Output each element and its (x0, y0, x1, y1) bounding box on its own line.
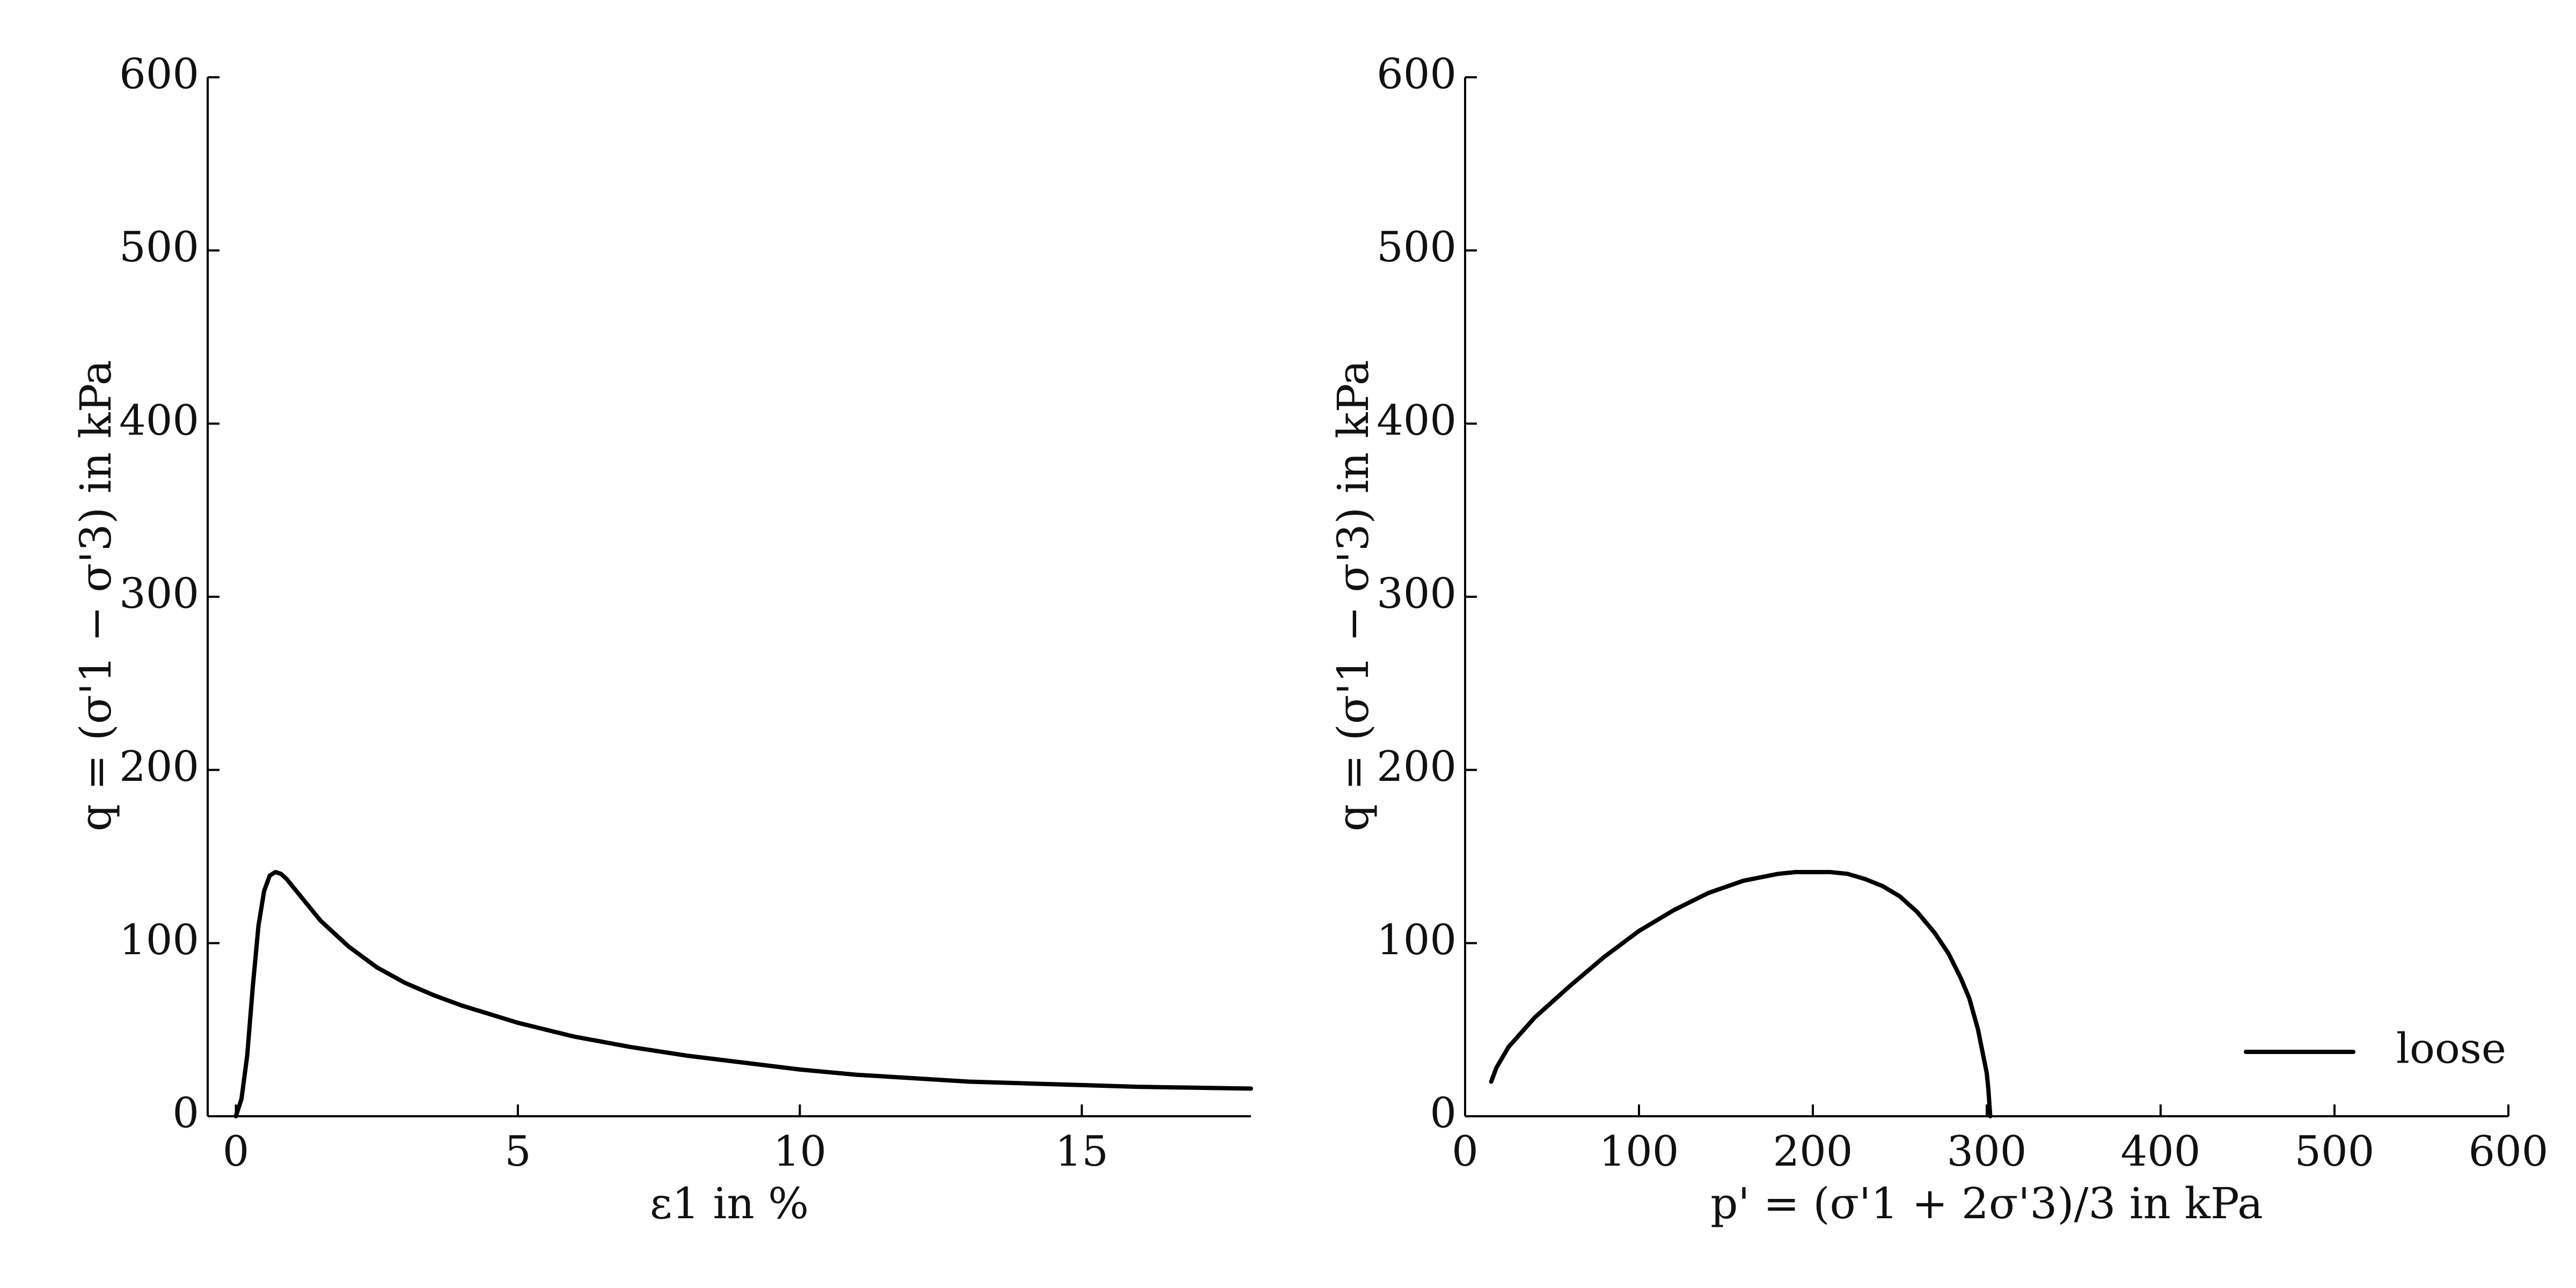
x-tick-label: 500 (2295, 1128, 2375, 1176)
y-tick-label: 400 (1377, 397, 1457, 445)
x-tick-label: 0 (223, 1128, 250, 1176)
legend: loose (2244, 1025, 2506, 1073)
y-tick-label: 400 (119, 397, 199, 445)
chart-panel-left: 0 100 200 300 400 500 600 0 5 10 15 q = (σ'1 − σ'… (71, 50, 1253, 1228)
x-tick-label: 300 (1947, 1128, 2027, 1176)
y-ticks: 0 100 200 300 400 500 600 (119, 50, 219, 1138)
x-tick-label: 200 (1773, 1128, 1853, 1176)
x-tick-label: 10 (773, 1128, 826, 1176)
series-line (1489, 870, 1993, 1118)
x-tick-label: 400 (2121, 1128, 2201, 1176)
y-tick-label: 100 (119, 916, 199, 964)
y-tick-label: 0 (1430, 1089, 1457, 1138)
legend-label: loose (2396, 1025, 2506, 1073)
x-tick-label: 100 (1599, 1128, 1679, 1176)
y-tick-label: 200 (119, 743, 199, 791)
x-tick-label: 15 (1055, 1128, 1108, 1176)
series-line (233, 870, 1253, 1118)
x-axis-title: p' = (σ'1 + 2σ'3)/3 in kPa (1710, 1179, 2263, 1228)
x-ticks: 0 100 200 300 400 500 600 (1452, 1104, 2548, 1176)
series-group (233, 870, 1253, 1118)
y-axis-title: q = (σ'1 − σ'3) in kPa (1328, 360, 1378, 832)
y-axis-title: q = (σ'1 − σ'3) in kPa (71, 360, 121, 832)
y-tick-label: 0 (172, 1089, 199, 1138)
y-tick-label: 300 (119, 570, 199, 618)
y-ticks: 0 100 200 300 400 500 600 (1377, 50, 1477, 1138)
x-axis-title: ε1 in % (650, 1179, 809, 1228)
y-tick-label: 500 (119, 223, 199, 272)
y-tick-label: 100 (1377, 916, 1457, 964)
series-group (1489, 870, 1993, 1118)
x-tick-label: 5 (504, 1128, 531, 1176)
x-tick-label: 600 (2469, 1128, 2549, 1176)
y-tick-label: 300 (1377, 570, 1457, 618)
y-tick-label: 200 (1377, 743, 1457, 791)
y-tick-label: 600 (1377, 50, 1457, 99)
y-tick-label: 500 (1377, 223, 1457, 272)
x-ticks: 0 5 10 15 (223, 1104, 1108, 1176)
x-tick-label: 0 (1452, 1128, 1479, 1176)
y-tick-label: 600 (119, 50, 199, 99)
